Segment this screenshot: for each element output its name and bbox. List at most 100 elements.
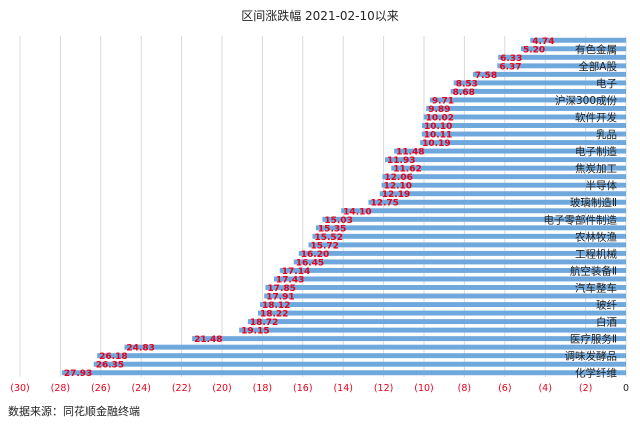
data-label-15: 11.62 <box>393 165 421 175</box>
data-label-5: 8.53 <box>456 79 478 89</box>
data-label-32: 18.22 <box>260 310 288 320</box>
data-labels: 4.745.206.336.377.588.538.689.719.8910.0… <box>64 37 555 379</box>
data-label-24: 15.72 <box>310 241 338 251</box>
bar-34 <box>239 327 627 333</box>
x-tick-label-10: (10) <box>414 383 434 394</box>
data-label-28: 17.43 <box>276 275 304 285</box>
data-label-37: 26.18 <box>99 352 127 362</box>
data-label-26: 16.45 <box>296 258 324 268</box>
bar-10 <box>421 123 626 128</box>
bar-13 <box>394 148 626 154</box>
bar-24 <box>308 242 626 248</box>
x-tick-label-2: (26) <box>91 383 111 394</box>
bar-23 <box>312 233 626 239</box>
data-label-11: 10.11 <box>424 131 452 141</box>
x-tick-label-9: (12) <box>374 383 394 394</box>
bar-32 <box>257 310 626 316</box>
bar-22 <box>315 225 626 231</box>
data-label-19: 12.75 <box>370 199 398 209</box>
bar-36 <box>124 344 627 350</box>
data-label-25: 16.20 <box>301 250 329 260</box>
category-label-31: 玻纤 <box>596 299 617 312</box>
bar-21 <box>322 216 626 222</box>
data-label-33: 18.72 <box>250 318 278 328</box>
data-label-35: 21.48 <box>194 335 222 345</box>
category-label-33: 白酒 <box>596 316 617 329</box>
x-tick-label-11: (8) <box>458 383 471 394</box>
data-label-9: 10.02 <box>426 113 454 123</box>
category-label-23: 农林牧渔 <box>575 230 617 243</box>
data-label-38: 26.35 <box>96 361 124 371</box>
data-label-29: 17.85 <box>267 284 295 294</box>
bar-15 <box>391 165 626 171</box>
category-label-25: 工程机械 <box>575 247 617 260</box>
chart: 区间涨跌幅 2021-02-10以来 4.745.206.336.377.588… <box>10 8 629 394</box>
data-label-16: 12.06 <box>384 173 412 183</box>
bar-14 <box>385 157 626 163</box>
chart-title: 区间涨跌幅 2021-02-10以来 <box>241 8 399 23</box>
data-label-13: 11.48 <box>396 148 424 158</box>
category-label-37: 调味发酵品 <box>565 350 618 363</box>
category-label-11: 乳品 <box>596 128 617 141</box>
x-tick-label-15: 0 <box>623 383 629 394</box>
data-label-20: 14.10 <box>343 207 371 217</box>
bar-27 <box>279 267 626 273</box>
x-tick-label-3: (24) <box>131 383 151 394</box>
x-tick-label-0: (30) <box>10 383 30 394</box>
bar-0 <box>530 37 626 43</box>
data-label-21: 15.03 <box>324 216 352 226</box>
x-tick-label-6: (18) <box>253 383 273 394</box>
bar-7 <box>429 97 626 103</box>
data-label-18: 12.19 <box>382 190 410 200</box>
data-label-10: 10.10 <box>424 122 452 132</box>
bars <box>61 37 627 376</box>
bar-35 <box>192 336 626 342</box>
category-label-13: 电子制造 <box>575 145 617 158</box>
bar-18 <box>379 191 626 197</box>
bar-29 <box>265 285 626 290</box>
bar-19 <box>368 199 626 205</box>
bar-4 <box>472 71 626 77</box>
x-axis-ticks: (30) (28) (26) (24) (22) (20) (18) (16) (14) (12)… <box>10 383 629 394</box>
data-label-7: 9.71 <box>432 96 454 106</box>
bar-38 <box>93 361 627 367</box>
category-label-19: 玻璃制造Ⅱ <box>570 196 617 209</box>
x-tick-label-7: (16) <box>293 383 313 394</box>
category-label-27: 航空装备Ⅱ <box>570 264 617 277</box>
bar-16 <box>382 174 626 180</box>
category-label-9: 软件开发 <box>575 111 617 124</box>
bar-26 <box>293 259 626 265</box>
bar-20 <box>341 208 626 214</box>
category-label-39: 化学纤维 <box>575 367 617 380</box>
category-label-15: 焦炭加工 <box>575 162 617 175</box>
source-note: 数据来源：同花顺金融终端 <box>8 405 140 418</box>
category-label-5: 电子 <box>596 77 617 90</box>
x-tick-label-14: (2) <box>579 383 592 394</box>
data-label-2: 6.33 <box>500 54 522 64</box>
category-label-35: 医疗服务Ⅱ <box>570 333 617 346</box>
bar-6 <box>450 88 626 94</box>
category-label-17: 半导体 <box>586 179 618 192</box>
data-label-6: 8.68 <box>453 88 475 98</box>
data-label-3: 6.37 <box>499 62 521 72</box>
data-label-23: 15.52 <box>314 233 342 243</box>
data-label-12: 10.19 <box>422 139 450 149</box>
category-label-3: 全部A股 <box>578 60 617 73</box>
data-label-22: 15.35 <box>318 224 346 234</box>
bar-12 <box>420 140 626 146</box>
bar-39 <box>61 370 626 376</box>
data-label-0: 4.74 <box>532 37 554 47</box>
bar-8 <box>426 105 626 111</box>
data-label-34: 19.15 <box>241 327 269 337</box>
bar-33 <box>247 319 626 325</box>
bar-25 <box>298 250 626 256</box>
x-tick-label-8: (14) <box>333 383 353 394</box>
bar-2 <box>498 54 626 60</box>
x-tick-label-5: (20) <box>212 383 232 394</box>
grid <box>19 36 627 377</box>
data-label-17: 12.10 <box>384 182 412 192</box>
category-label-21: 电子零部件制造 <box>544 213 618 226</box>
data-label-30: 17.91 <box>266 293 294 303</box>
data-label-1: 5.20 <box>523 45 545 55</box>
